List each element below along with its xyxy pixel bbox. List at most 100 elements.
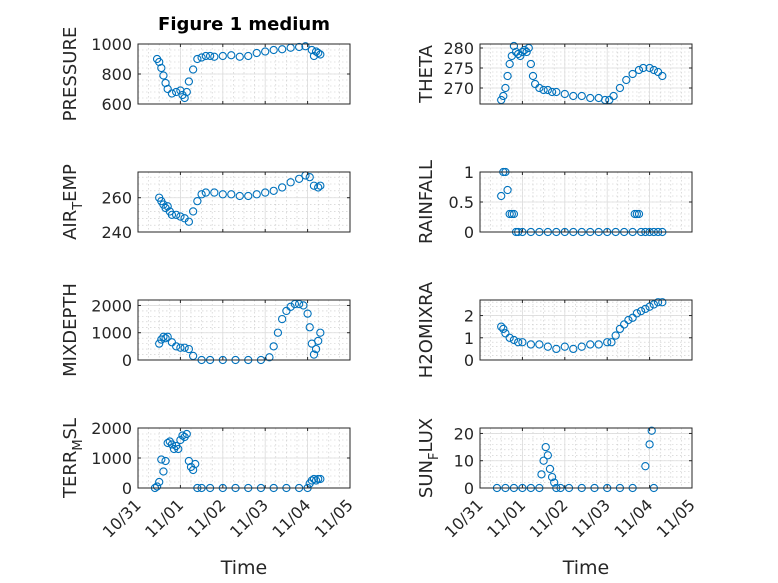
x-tick-label: 11/02 bbox=[526, 495, 572, 541]
data-point bbox=[227, 51, 236, 60]
data-point bbox=[543, 451, 552, 460]
axes-mixdepth: 0 1000 2000 MIXDEPTH bbox=[60, 283, 351, 377]
x-tick-label: 11/02 bbox=[184, 495, 230, 541]
data-point bbox=[503, 185, 512, 195]
data-point bbox=[552, 344, 561, 354]
data-point bbox=[639, 63, 648, 73]
data-point bbox=[522, 47, 531, 57]
y-tick-label: 1000 bbox=[91, 35, 132, 54]
data-point bbox=[505, 209, 514, 219]
data-point bbox=[658, 298, 667, 307]
x-tick-label: 11/03 bbox=[226, 495, 272, 541]
data-point bbox=[273, 328, 283, 337]
y-tick-label: 0 bbox=[464, 351, 474, 370]
data-point bbox=[615, 324, 625, 334]
data-point bbox=[155, 57, 164, 67]
data-point bbox=[628, 69, 637, 79]
data-point bbox=[188, 351, 198, 361]
axes-box bbox=[137, 171, 351, 233]
axes-h2omixra: 0 1 2 H2OMIXRA bbox=[416, 281, 693, 378]
data-point bbox=[182, 429, 191, 439]
x-tick-label: 10/31 bbox=[99, 495, 145, 541]
data-point bbox=[159, 71, 168, 80]
data-point bbox=[278, 314, 287, 324]
data-point bbox=[269, 45, 278, 55]
data-point bbox=[161, 78, 170, 88]
y-axis-label: H2OMIXRA bbox=[416, 281, 437, 378]
y-axis-label: MIXDEPTH bbox=[60, 283, 81, 377]
data-point bbox=[172, 210, 181, 220]
data-point bbox=[535, 340, 544, 349]
data-point bbox=[252, 190, 261, 199]
y-axis-label: SUNFLUX bbox=[416, 418, 442, 498]
series-air_temp bbox=[155, 171, 325, 226]
data-point bbox=[309, 181, 319, 190]
data-point bbox=[537, 470, 546, 479]
axes-box bbox=[479, 427, 693, 489]
data-point bbox=[560, 89, 569, 99]
y-tick-label: 0 bbox=[464, 479, 474, 498]
data-point bbox=[301, 42, 310, 51]
data-point bbox=[159, 467, 168, 476]
data-point bbox=[594, 340, 603, 349]
data-point bbox=[294, 174, 304, 184]
data-point bbox=[547, 87, 557, 97]
data-point bbox=[307, 476, 316, 485]
x-axis-label: Time bbox=[220, 557, 268, 579]
axes-sun_flux: 0 10 20 SUNFLUX10/3111/0111/0211/0311/0411/… bbox=[416, 418, 699, 579]
data-point bbox=[526, 59, 536, 69]
data-point bbox=[244, 191, 253, 201]
data-point bbox=[520, 45, 529, 55]
data-point bbox=[261, 188, 270, 197]
data-point bbox=[501, 83, 510, 93]
data-point bbox=[188, 65, 198, 74]
data-point bbox=[560, 342, 569, 351]
data-point bbox=[314, 183, 323, 192]
data-point bbox=[261, 47, 270, 56]
data-point bbox=[184, 217, 194, 226]
axes-rainfall: 0 0.5 1 RAINFALL bbox=[416, 160, 693, 244]
data-point bbox=[645, 440, 654, 449]
data-point bbox=[311, 344, 321, 354]
data-point bbox=[528, 71, 538, 81]
data-point bbox=[294, 299, 304, 309]
data-point bbox=[309, 474, 319, 484]
data-point bbox=[499, 324, 508, 334]
data-point bbox=[157, 63, 166, 73]
y-tick-label: 2 bbox=[464, 307, 474, 326]
data-point bbox=[152, 482, 162, 491]
data-point bbox=[509, 209, 519, 219]
y-tick-label: 800 bbox=[101, 65, 132, 84]
data-point bbox=[235, 52, 244, 61]
data-point bbox=[569, 344, 578, 354]
data-point bbox=[316, 50, 325, 59]
data-point bbox=[547, 472, 557, 482]
data-point bbox=[294, 42, 304, 52]
data-point bbox=[167, 440, 177, 449]
y-axis-label: THETA bbox=[416, 44, 437, 104]
data-point bbox=[316, 181, 325, 190]
data-point bbox=[155, 477, 164, 487]
y-tick-label: 0 bbox=[122, 351, 132, 370]
x-axis-label: Time bbox=[562, 557, 610, 579]
data-point bbox=[305, 172, 314, 182]
data-point bbox=[577, 342, 586, 351]
data-point bbox=[647, 426, 656, 435]
data-point bbox=[509, 41, 519, 51]
data-point bbox=[316, 474, 325, 484]
data-point bbox=[518, 338, 527, 347]
y-tick-label: 270 bbox=[443, 79, 474, 98]
series-theta bbox=[497, 41, 667, 105]
data-point bbox=[193, 54, 202, 64]
x-tick-label: 11/04 bbox=[610, 495, 656, 541]
data-point bbox=[550, 478, 559, 487]
data-point bbox=[205, 51, 215, 61]
data-point bbox=[516, 51, 525, 61]
data-point bbox=[176, 86, 185, 95]
data-point bbox=[188, 465, 198, 475]
data-point bbox=[163, 438, 172, 448]
data-point bbox=[311, 476, 321, 485]
data-point bbox=[210, 52, 219, 61]
data-point bbox=[539, 85, 548, 95]
